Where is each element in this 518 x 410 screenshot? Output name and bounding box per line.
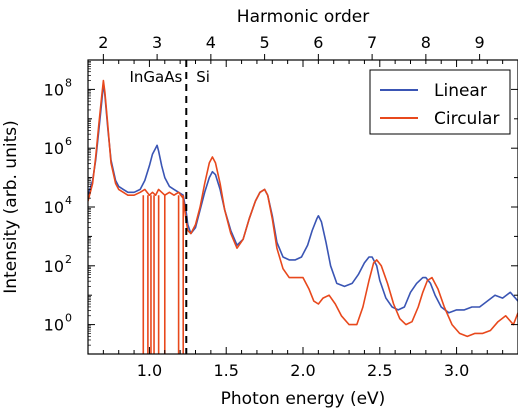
top-tick-label: 9: [475, 33, 485, 52]
y-tick-exponent: 0: [65, 312, 72, 325]
y-tick-label: 10: [44, 139, 64, 158]
si-label: Si: [196, 68, 210, 86]
top-tick-label: 8: [421, 33, 431, 52]
x-tick-label: 1.5: [213, 361, 238, 380]
x-tick-label: 2.5: [367, 361, 392, 380]
top-tick-label: 4: [206, 33, 216, 52]
x-axis-label: Photon energy (eV): [221, 389, 386, 409]
x-axis-ticks: 1.0 1.5 2.0 2.5 3.0: [102, 60, 518, 380]
y-tick-exponent: 8: [65, 76, 72, 89]
top-tick-label: 5: [260, 33, 270, 52]
top-axis-ticks: 2 3 4 5 6 7 8 9: [98, 33, 485, 60]
legend-label-linear: Linear: [434, 81, 487, 101]
y-tick-label: 10: [44, 198, 64, 217]
ingaas-label: InGaAs: [129, 68, 182, 86]
series-layer: [88, 79, 518, 354]
y-axis-label: Intensity (arb. units): [1, 120, 21, 293]
y-tick-exponent: 6: [65, 135, 72, 148]
x-tick-label: 3.0: [444, 361, 469, 380]
legend-box: [369, 69, 511, 135]
top-tick-label: 3: [152, 33, 162, 52]
y-tick-label: 10: [44, 316, 64, 335]
x-tick-label: 2.0: [290, 361, 315, 380]
y-tick-label: 10: [44, 80, 64, 99]
y-tick-exponent: 4: [65, 194, 72, 207]
series-line-circular: [88, 79, 518, 338]
y-tick-label: 10: [44, 257, 64, 276]
top-tick-label: 6: [313, 33, 323, 52]
legend-label-circular: Circular: [434, 109, 499, 129]
legend: Linear Circular: [369, 69, 511, 135]
top-tick-label: 2: [98, 33, 108, 52]
top-axis-label: Harmonic order: [237, 7, 369, 27]
x-tick-label: 1.0: [137, 361, 162, 380]
top-tick-label: 7: [367, 33, 377, 52]
y-tick-exponent: 2: [65, 253, 72, 266]
